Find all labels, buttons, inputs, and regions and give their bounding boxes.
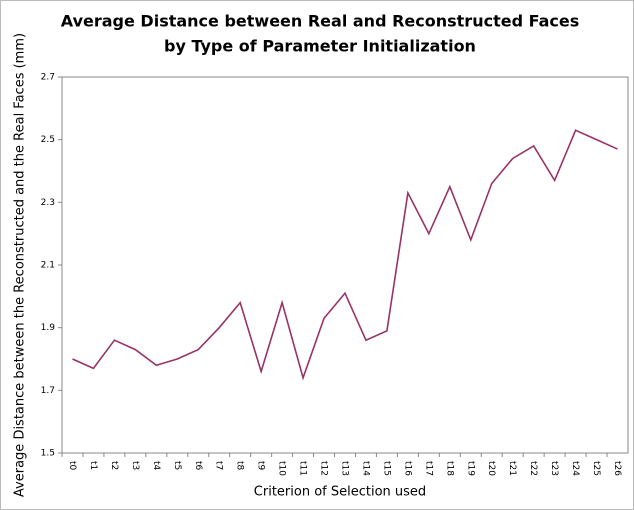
x-tick-label: t20 [486,461,496,476]
x-tick-label: t10 [277,461,287,476]
x-tick-label: t1 [88,461,98,470]
x-tick-label: t21 [507,461,517,476]
x-tick-label: t4 [151,461,161,471]
x-tick-label: t3 [130,461,140,470]
y-tick-label: 1.9 [41,323,56,333]
y-tick-label: 1.5 [41,449,55,459]
x-tick-label: t14 [360,461,370,476]
x-tick-label: t18 [444,461,454,476]
x-tick-label: t2 [109,461,119,470]
x-tick-label: t17 [423,461,433,476]
chart-subtitle: by Type of Parameter Initialization [164,37,476,56]
x-tick-label: t5 [172,461,182,470]
data-line [72,129,618,381]
x-tick-label: t6 [193,461,203,471]
x-tick-label: t23 [549,461,559,476]
x-tick-label: t26 [612,461,622,476]
x-axis-title: Criterion of Selection used [254,485,426,500]
y-tick-label: 2.1 [41,261,55,271]
x-tick-label: t25 [591,461,601,476]
y-tick-label: 2.7 [41,73,55,83]
x-tick-label: t15 [381,461,391,476]
x-tick-label: t9 [256,461,266,471]
x-tick-label: t12 [319,461,329,476]
x-tick-label: t7 [214,461,224,470]
x-tick-label: t13 [340,461,350,476]
x-tick-label: t8 [235,461,245,471]
x-tick-label: t0 [67,461,77,471]
y-axis-title: Average Distance between the Reconstruct… [13,33,28,497]
y-tick-label: 2.5 [41,135,55,145]
y-tick-label: 2.3 [41,198,55,208]
x-tick-label: t19 [465,461,475,476]
chart-title: Average Distance between Real and Recons… [61,12,579,31]
x-tick-label: t11 [298,461,308,476]
x-tick-label: t22 [528,461,538,476]
x-tick-label: t24 [570,461,580,476]
x-tick-label: t16 [402,461,412,476]
y-tick-label: 1.7 [41,386,55,396]
